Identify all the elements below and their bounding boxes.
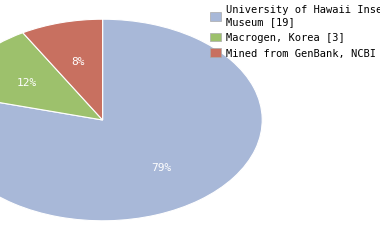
- Wedge shape: [0, 19, 262, 221]
- Text: 79%: 79%: [151, 163, 171, 173]
- Wedge shape: [0, 33, 103, 120]
- Wedge shape: [23, 19, 103, 120]
- Text: 8%: 8%: [71, 57, 85, 66]
- Legend: University of Hawaii Insect
Museum [19], Macrogen, Korea [3], Mined from GenBank: University of Hawaii Insect Museum [19],…: [211, 5, 380, 58]
- Text: 12%: 12%: [16, 78, 37, 88]
